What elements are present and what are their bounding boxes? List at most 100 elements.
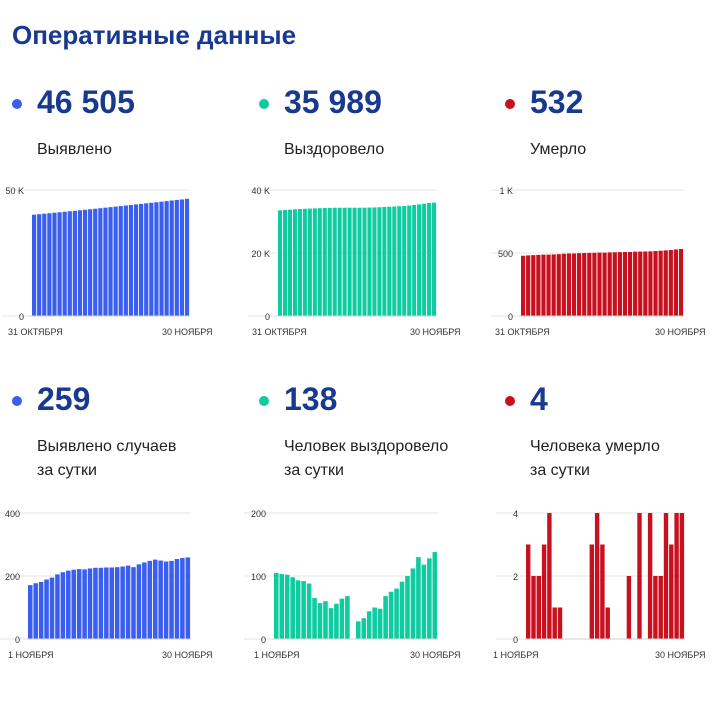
bar — [290, 577, 295, 639]
x-tick-label: 31 ОКТЯБРЯ — [252, 327, 307, 337]
bar — [397, 206, 402, 316]
bar — [377, 608, 383, 639]
x-tick-label: 30 НОЯБРЯ — [410, 650, 461, 660]
bar — [422, 203, 427, 316]
y-tick-label: 200 — [5, 572, 20, 582]
bar — [387, 206, 392, 316]
y-tick-label: 50 K — [5, 186, 24, 196]
panel-died-daily: 4 Человека умерло за сутки — [505, 381, 725, 703]
bar — [556, 254, 561, 316]
bar — [37, 214, 42, 316]
bar — [633, 251, 638, 316]
bar — [541, 254, 546, 316]
legend-dot-icon — [12, 396, 22, 406]
bar — [55, 574, 60, 639]
bar — [361, 618, 367, 639]
bar — [42, 213, 47, 316]
bar — [637, 513, 642, 639]
bar — [345, 596, 350, 639]
bar — [399, 581, 405, 639]
metric-value: 532 — [530, 84, 584, 120]
bar — [302, 208, 307, 316]
bar — [521, 255, 526, 316]
metric-label-line: за сутки — [37, 462, 97, 479]
bar — [653, 576, 658, 639]
metric-label: Человека умерло за сутки — [530, 435, 660, 483]
legend-dot-icon — [259, 99, 269, 109]
bar — [144, 203, 149, 316]
bar — [32, 214, 37, 316]
metric-label: Выявлено — [37, 138, 112, 162]
bar — [62, 211, 67, 316]
bar — [600, 544, 605, 639]
bar — [93, 208, 98, 316]
bar — [394, 588, 399, 639]
bar — [103, 207, 108, 316]
metric-label-line: Умерло — [530, 141, 587, 158]
bar — [104, 567, 109, 639]
bar — [432, 202, 437, 316]
bar — [679, 513, 685, 639]
bar — [582, 253, 587, 316]
x-tick-label: 1 НОЯБРЯ — [493, 650, 539, 660]
bar — [93, 567, 98, 639]
bar — [427, 558, 432, 639]
bar — [123, 205, 128, 316]
y-tick-label: 500 — [498, 249, 513, 259]
bar — [287, 209, 293, 316]
y-tick-label: 0 — [513, 635, 518, 645]
bar — [552, 607, 557, 639]
panel-detected-daily: 259 Выявлено случаев за сутки — [12, 381, 252, 703]
metric-value: 4 — [530, 381, 548, 417]
bar — [67, 211, 72, 316]
y-tick-label: 400 — [5, 509, 20, 519]
chart-died-total: 0 500 1 K 31 ОКТЯБРЯ 30 НОЯБРЯ — [491, 186, 706, 337]
bar — [352, 207, 357, 316]
bar — [71, 569, 76, 639]
bar — [317, 208, 322, 316]
bar — [531, 255, 536, 316]
bar — [605, 607, 610, 639]
bar — [125, 565, 131, 639]
bar — [412, 205, 417, 316]
bar — [33, 583, 38, 639]
metric-value: 35 989 — [284, 84, 382, 120]
bar — [82, 569, 87, 639]
bar — [561, 253, 566, 316]
bar — [282, 209, 288, 316]
metric-value: 46 505 — [37, 84, 135, 120]
bar — [566, 253, 572, 316]
bar — [405, 576, 410, 639]
bar — [44, 579, 49, 639]
bar — [648, 251, 653, 316]
y-tick-label: 0 — [508, 312, 513, 322]
bar — [306, 583, 312, 639]
bar — [362, 207, 367, 316]
y-tick-label: 4 — [513, 509, 518, 519]
bar — [109, 567, 115, 639]
bar — [612, 252, 617, 316]
y-tick-label: 20 K — [251, 249, 270, 259]
bar — [169, 200, 174, 316]
bar — [432, 552, 438, 639]
bar — [185, 557, 191, 639]
bar — [284, 574, 290, 639]
y-tick-label: 200 — [251, 509, 266, 519]
bar — [322, 208, 327, 316]
bar — [541, 544, 547, 639]
bar — [622, 251, 628, 316]
bar — [113, 206, 118, 316]
bar — [382, 207, 387, 316]
bar — [347, 207, 352, 316]
metric-label-line: Выявлено случаев — [37, 438, 177, 455]
bar — [669, 544, 674, 639]
bar — [128, 204, 134, 316]
page-title: Оперативные данные — [12, 20, 297, 50]
bar — [372, 607, 377, 639]
metric-label: Выздоровело — [284, 138, 384, 162]
bar — [526, 255, 531, 316]
bar — [114, 567, 120, 639]
bar — [663, 513, 669, 639]
bar — [658, 576, 663, 639]
panel-died-total: 532 Умерло — [505, 84, 725, 406]
